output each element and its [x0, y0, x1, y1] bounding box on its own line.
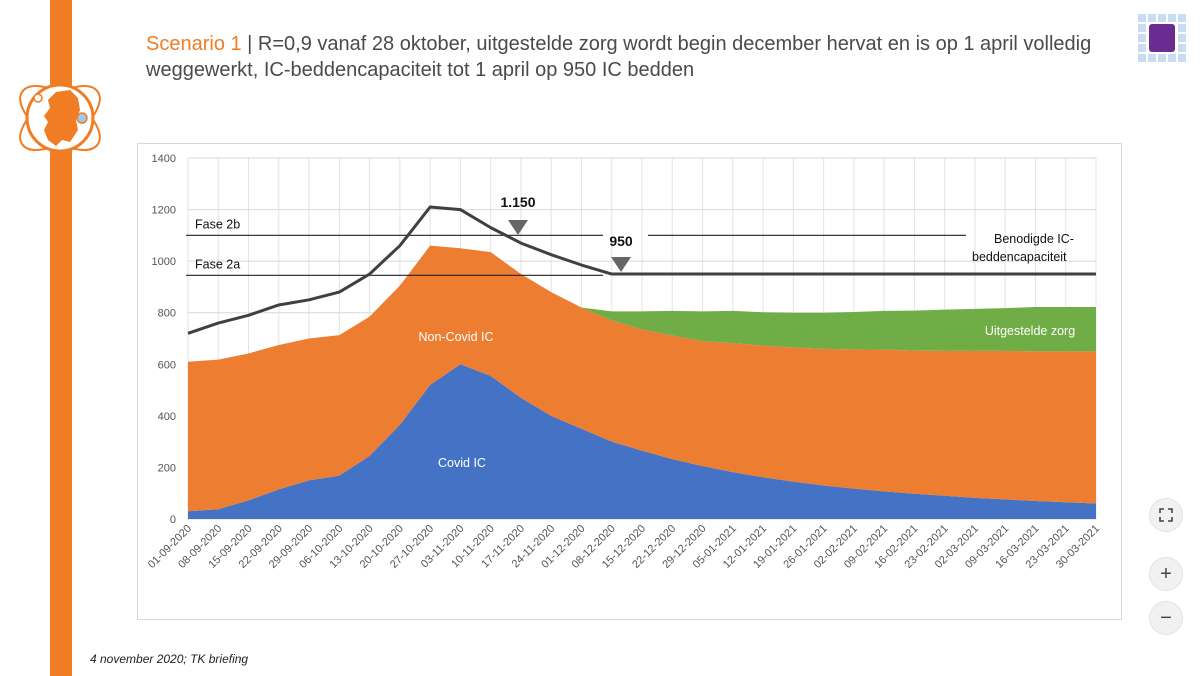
non-covid-label: Non-Covid IC: [418, 330, 493, 344]
y-tick-label: 400: [158, 411, 176, 423]
chart-areas: [188, 245, 1096, 519]
area-non-covid-ic: [188, 245, 1096, 512]
annotation-peak-label: 1.150: [500, 194, 535, 210]
footer-note: 4 november 2020; TK briefing: [90, 652, 249, 666]
chart-demand-line: [187, 205, 1096, 335]
zoom-out-icon: −: [1160, 606, 1172, 629]
fullscreen-icon: [1159, 508, 1173, 522]
fullscreen-button[interactable]: [1149, 498, 1183, 532]
chart-frame: Fase 2b Fase 2a 01-09-2020 08-09-2020 15-09…: [137, 143, 1122, 620]
y-tick-label: 1400: [152, 153, 176, 165]
zoom-in-button[interactable]: +: [1149, 557, 1183, 591]
reference-line-label: Fase 2a: [195, 257, 240, 271]
zoom-in-icon: +: [1160, 562, 1172, 585]
area-covid-ic: [188, 364, 1096, 519]
demand-label-line1: Benodigde IC-: [994, 232, 1074, 246]
capacity-marker: [611, 257, 631, 272]
demand-label-line2: beddencapaciteit: [972, 250, 1067, 264]
accent-bar: [50, 0, 72, 676]
netherlands-map-logo: [19, 83, 101, 153]
title-highlight: Scenario 1: [146, 33, 242, 55]
covid-label: Covid IC: [438, 456, 486, 470]
title-text: | R=0,9 vanaf 28 oktober, uitgestelde zo…: [146, 33, 1092, 81]
area-uitgestelde-zorg: [188, 245, 1096, 362]
annotation-capacity-label: 950: [609, 233, 633, 249]
page-title: Scenario 1 | R=0,9 vanaf 28 oktober, uit…: [146, 31, 1106, 83]
postponed-care-label: Uitgestelde zorg: [985, 324, 1075, 338]
y-tick-label: 0: [170, 514, 176, 526]
reference-line-label: Fase 2b: [195, 217, 240, 231]
zoom-out-button[interactable]: −: [1149, 601, 1183, 635]
y-tick-label: 200: [158, 462, 176, 474]
peak-marker: [508, 220, 528, 235]
chart-reference-lines: Fase 2b Fase 2a: [186, 217, 966, 276]
y-tick-label: 800: [158, 308, 176, 320]
y-tick-label: 1200: [152, 205, 176, 217]
y-tick-label: 1000: [152, 256, 176, 268]
y-tick-label: 600: [158, 359, 176, 371]
grid-logo-icon: [1138, 14, 1186, 62]
line-benodigde-ic-beddencapaciteit: [187, 205, 1096, 335]
